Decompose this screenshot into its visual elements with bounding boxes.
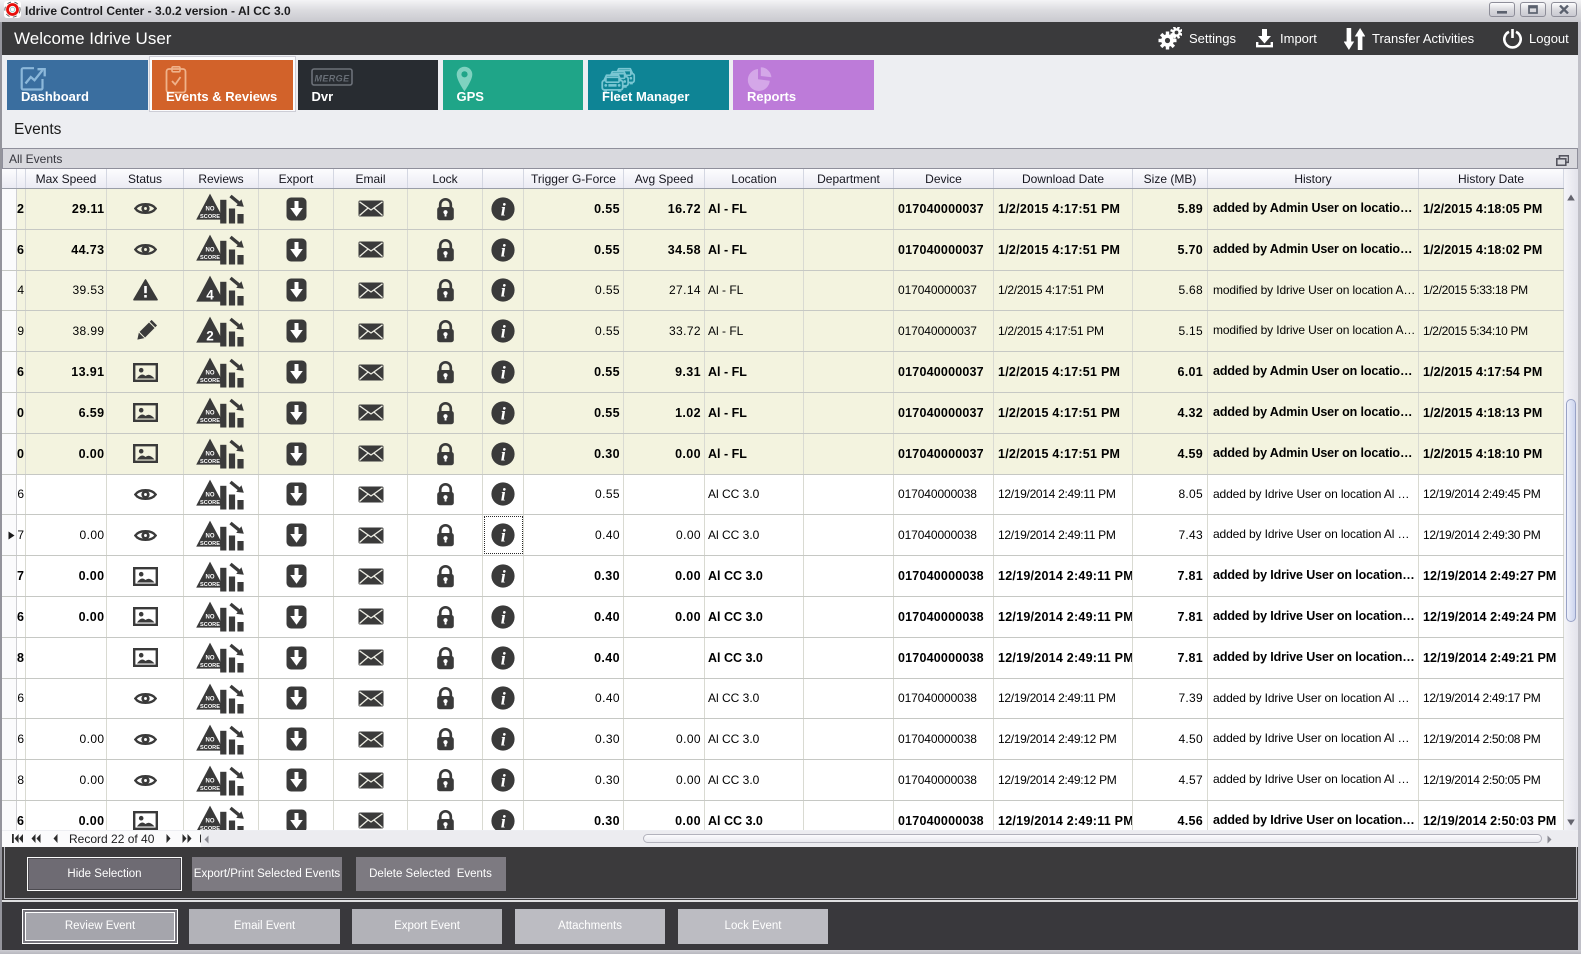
svg-text:i: i <box>501 607 506 627</box>
svg-text:MERGE: MERGE <box>314 74 350 84</box>
svg-text:SCORE: SCORE <box>200 745 220 751</box>
svg-text:NO: NO <box>205 778 214 784</box>
svg-text:i: i <box>501 199 506 219</box>
svg-text:SCORE: SCORE <box>200 500 220 506</box>
svg-text:4: 4 <box>206 287 214 302</box>
svg-text:SCORE: SCORE <box>200 826 220 830</box>
svg-text:SCORE: SCORE <box>200 214 220 220</box>
svg-text:SCORE: SCORE <box>200 377 220 383</box>
svg-text:SCORE: SCORE <box>200 418 220 424</box>
svg-text:i: i <box>501 566 506 586</box>
svg-text:SCORE: SCORE <box>200 255 220 261</box>
svg-text:i: i <box>501 403 506 423</box>
svg-text:NO: NO <box>205 493 214 499</box>
svg-text:SCORE: SCORE <box>200 459 220 465</box>
svg-text:i: i <box>501 689 506 709</box>
svg-text:i: i <box>501 526 506 546</box>
svg-text:i: i <box>501 444 506 464</box>
svg-text:i: i <box>501 648 506 668</box>
svg-text:i: i <box>501 811 506 830</box>
svg-text:NO: NO <box>205 452 214 458</box>
svg-text:NO: NO <box>205 697 214 703</box>
svg-text:SCORE: SCORE <box>200 704 220 710</box>
svg-text:i: i <box>501 322 506 342</box>
svg-text:SCORE: SCORE <box>200 663 220 669</box>
svg-text:i: i <box>501 485 506 505</box>
svg-text:NO: NO <box>205 656 214 662</box>
svg-text:SCORE: SCORE <box>200 541 220 547</box>
svg-text:NO: NO <box>205 615 214 621</box>
svg-text:i: i <box>501 281 506 301</box>
svg-text:NO: NO <box>205 574 214 580</box>
svg-text:NO: NO <box>205 370 214 376</box>
svg-text:SCORE: SCORE <box>200 581 220 587</box>
svg-text:2: 2 <box>206 328 214 343</box>
svg-text:i: i <box>501 240 506 260</box>
svg-text:SCORE: SCORE <box>200 785 220 791</box>
svg-text:SCORE: SCORE <box>200 622 220 628</box>
svg-text:i: i <box>501 362 506 382</box>
svg-text:NO: NO <box>205 411 214 417</box>
svg-text:NO: NO <box>205 819 214 825</box>
svg-text:NO: NO <box>205 248 214 254</box>
svg-text:NO: NO <box>205 207 214 213</box>
svg-text:i: i <box>501 730 506 750</box>
svg-text:i: i <box>501 770 506 790</box>
svg-text:NO: NO <box>205 737 214 743</box>
svg-text:NO: NO <box>205 533 214 539</box>
